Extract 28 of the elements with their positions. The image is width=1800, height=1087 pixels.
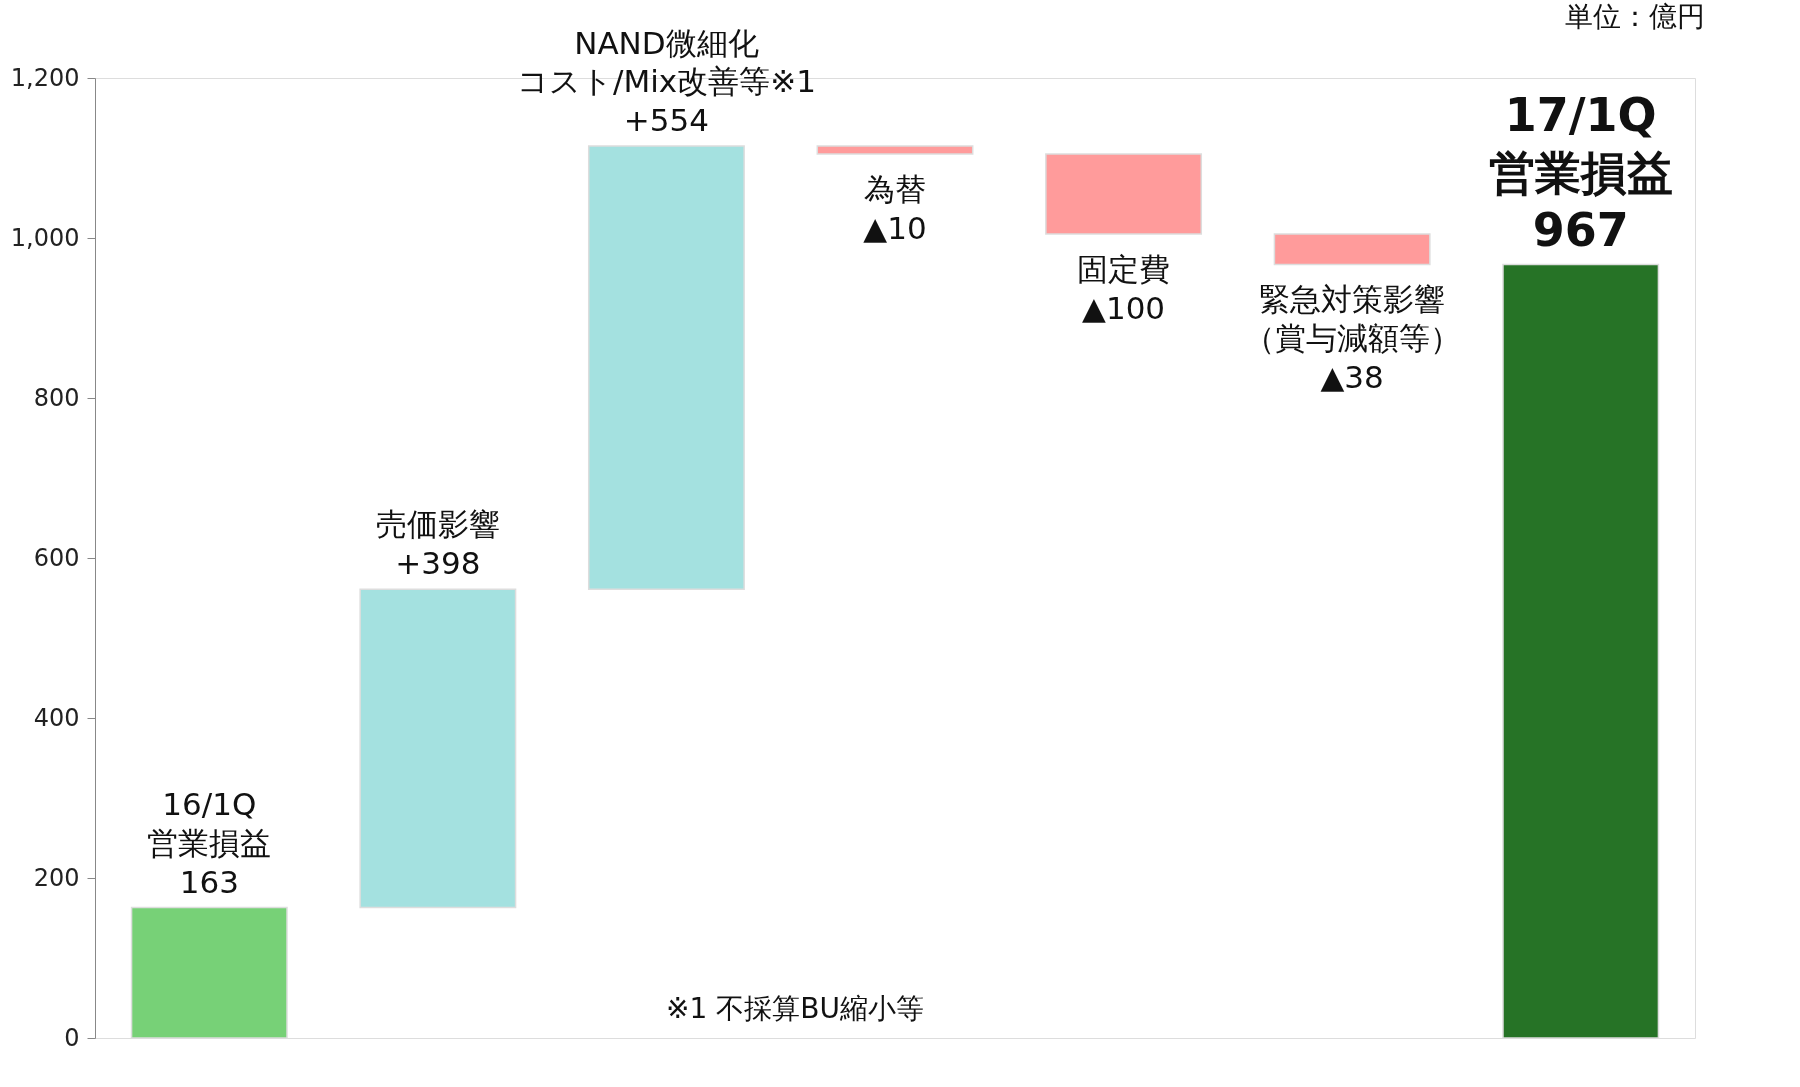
- bar: [1273, 233, 1431, 266]
- bar: [816, 145, 974, 155]
- y-tick-label: 1,000: [10, 223, 80, 252]
- data-label: 163: [179, 863, 239, 900]
- bar: [587, 145, 745, 590]
- x-tick-label: NAND微細化コスト/Mix改善等※1: [517, 24, 816, 100]
- data-label: ▲10: [863, 209, 927, 246]
- bar: [1045, 153, 1203, 235]
- x-tick-label: 為替: [864, 171, 926, 207]
- y-tick-label: 0: [64, 1023, 80, 1052]
- data-label: ▲38: [1320, 358, 1384, 395]
- x-tick-label: 16/1Q 営業損益: [147, 786, 272, 861]
- x-tick-label: 固定費: [1077, 251, 1171, 287]
- x-tick-label: 緊急対策影響（賞与減額等）: [1243, 281, 1461, 357]
- y-tick-label: 400: [33, 703, 80, 732]
- data-label: ▲100: [1082, 289, 1166, 326]
- data-label: +554: [623, 102, 710, 138]
- text: 単位：億円: [1565, 0, 1705, 33]
- y-tick-label: 1,200: [10, 63, 80, 92]
- y-tick-label: 600: [33, 543, 80, 572]
- annotation: ※1 不採算BU縮小等: [666, 992, 924, 1025]
- x-tick-label: 売価影響: [375, 506, 500, 543]
- bar: [359, 588, 517, 909]
- data-label: +398: [395, 545, 481, 582]
- y-tick-label: 200: [33, 863, 80, 892]
- data-label: 967: [1532, 203, 1629, 258]
- y-tick-label: 800: [33, 383, 80, 412]
- x-tick-label: 17/1Q 営業損益: [1488, 88, 1673, 200]
